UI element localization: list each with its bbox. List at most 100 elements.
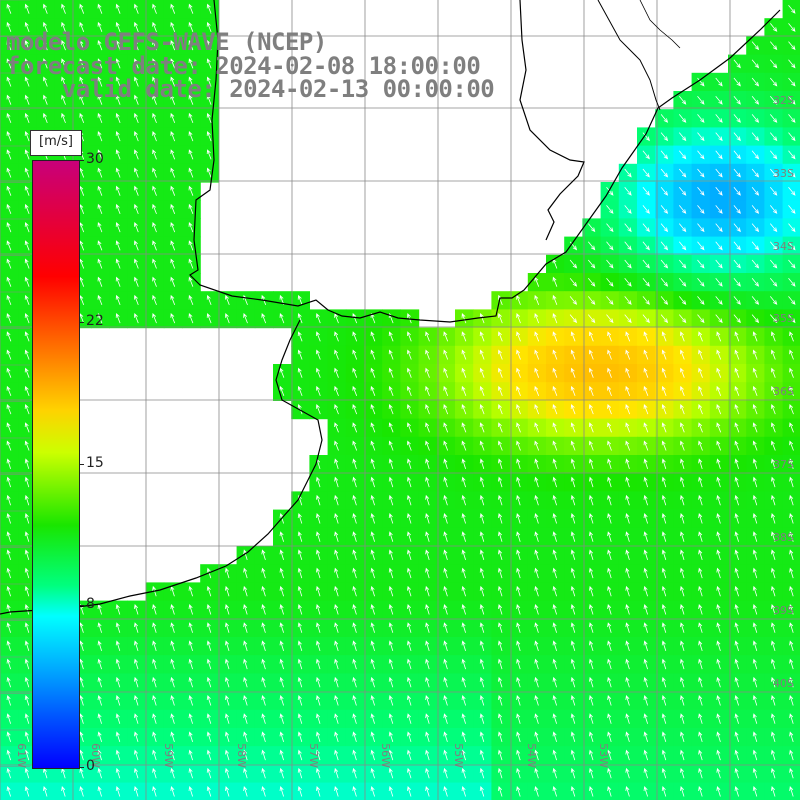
wind-cell [236,782,256,800]
wind-arrow [697,259,705,269]
wind-arrow [734,585,739,597]
wind-cell [782,0,800,19]
wind-arrow [769,277,778,287]
latitude-label: 40S [773,677,794,690]
wind-arrow [498,422,503,433]
wind-arrow [115,185,121,196]
wind-arrow [589,422,594,433]
wind-arrow [607,767,612,779]
wind-arrow [425,731,430,743]
wind-arrow [316,494,321,506]
wind-arrow [334,731,339,743]
wind-cell [436,782,456,800]
wind-arrow [261,640,266,652]
wind-arrow [534,567,539,579]
wind-arrow [407,494,412,506]
wind-arrow [716,749,721,761]
wind-arrow [625,622,630,633]
wind-arrow [352,713,357,724]
wind-arrow [407,422,412,433]
wind-arrow [734,513,739,524]
wind-arrow [642,186,650,196]
wind-arrow [97,713,102,724]
wind-arrow [388,440,394,451]
wind-arrow [752,476,758,488]
wind-arrow [570,385,576,397]
wind-arrow [589,695,594,706]
wind-arrow [716,767,721,779]
wind-arrow [188,786,193,797]
wind-arrow [334,567,339,579]
wind-arrow [334,422,339,433]
wind-arrow [534,604,539,615]
wind-arrow [589,786,594,797]
wind-arrow [589,567,594,579]
wind-arrow [206,21,212,33]
wind-arrow [170,658,175,670]
wind-arrow [407,640,412,652]
wind-arrow [24,203,30,215]
wind-arrow [115,767,121,779]
wind-arrow [661,622,667,633]
wind-arrow [680,749,685,761]
wind-cell [400,782,420,800]
wind-arrow [752,422,758,433]
wind-arrow [206,131,212,142]
wind-arrow [316,622,321,633]
wind-arrow [789,695,794,706]
wind-arrow [716,531,721,542]
wind-arrow [43,21,48,33]
wind-arrow [206,658,212,670]
wind-arrow [97,313,103,324]
wind-arrow [279,531,284,542]
wind-arrow [661,422,667,433]
wind-arrow [680,476,685,488]
wind-arrow [534,422,540,433]
wind-arrow [788,4,796,14]
wind-arrow [370,713,375,724]
coastline-buenos-aires [0,319,323,615]
wind-arrow [680,786,685,797]
wind-arrow [370,786,375,797]
wind-arrow [115,604,121,615]
wind-arrow [152,76,157,87]
wind-arrow [716,585,721,597]
wind-arrow [716,658,721,670]
wind-arrow [680,622,685,633]
wind-arrow [642,205,650,214]
wind-arrow [24,640,30,652]
wind-arrow [97,276,103,287]
wind-arrow [188,222,194,233]
wind-arrow [771,440,776,451]
wind-arrow [642,223,650,233]
wind-arrow [606,241,614,251]
wind-arrow [769,259,778,269]
wind-arrow [789,458,794,470]
wind-arrow [479,385,485,397]
wind-arrow [606,296,614,305]
wind-arrow [206,167,212,178]
wind-arrow [407,349,412,360]
wind-arrow [516,695,521,706]
wind-cell [782,364,800,383]
wind-arrow [206,76,212,87]
wind-arrow [243,313,248,324]
wind-arrow [97,786,102,797]
wind-arrow [279,640,284,652]
wind-arrow [188,713,193,724]
wind-arrow [680,385,685,397]
wind-arrow [6,640,11,652]
wind-arrow [425,404,430,415]
wind-arrow [752,640,758,652]
wind-cell [0,782,19,800]
wind-arrow [297,513,303,524]
wind-arrow [134,749,139,761]
wind-arrow [334,313,339,324]
wind-arrow [534,404,540,415]
wind-arrow [643,695,648,706]
wind-arrow [552,276,558,287]
wind-cell [309,782,329,800]
wind-arrow [680,604,685,615]
longitude-label: 61W [15,743,28,768]
